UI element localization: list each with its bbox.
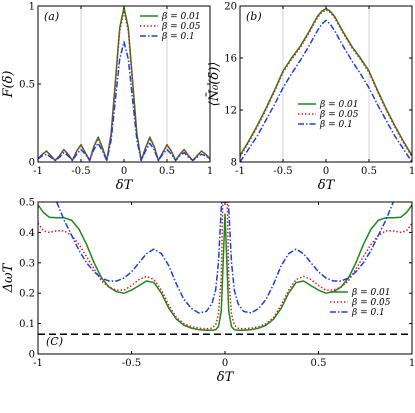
y-tick-label: 16 [224, 54, 237, 65]
y-tick-label: 0.1 [19, 319, 35, 330]
y-tick-label: 0.4 [19, 228, 35, 239]
y-axis-label: ⟨N̄₀(δ)⟩ [206, 62, 222, 107]
legend-label: β = 0.05 [319, 110, 359, 120]
series-line-2 [38, 202, 412, 330]
y-tick-label: 8 [231, 158, 237, 169]
x-tick-label: 0.5 [361, 166, 377, 177]
x-tick-label: -0.5 [273, 166, 292, 177]
x-tick-label: 0.5 [159, 166, 175, 177]
y-tick-label: 12 [224, 106, 237, 117]
panel-tag: (b) [246, 10, 262, 23]
series-group [38, 202, 412, 332]
x-tick-label: 1 [409, 358, 415, 369]
legend: β = 0.01β = 0.05β = 0.1 [140, 12, 201, 42]
x-tick-label: -0.5 [122, 358, 141, 369]
x-tick-label: -1 [33, 358, 43, 369]
series-line-3 [240, 19, 412, 162]
y-axis-label: ΔωT [1, 262, 16, 293]
y-tick-label: 1 [29, 2, 35, 13]
y-tick-label: 0.3 [19, 258, 35, 269]
panel-3: -1 -0.5 0 0.5 1 0 0.1 0.2 0.3 0.4 0.5 δT ΔωT (C) β = 0… [1, 198, 415, 386]
legend-label: β = 0.01 [351, 288, 391, 298]
legend-label: β = 0.1 [161, 32, 195, 42]
y-tick-label: 0 [29, 350, 35, 361]
x-axis-label: δT [318, 178, 336, 193]
panel-1: -1 -0.5 0 0.5 1 0 0.5 1 δT F(δ) (a) β = 0.01β = 0.0… [1, 2, 213, 194]
series-line-2 [38, 9, 210, 162]
axes-frame [239, 5, 413, 163]
series-group [240, 7, 412, 162]
y-tick-label: 20 [224, 2, 237, 13]
legend-label: β = 0.05 [351, 298, 391, 308]
legend: β = 0.01β = 0.05β = 0.1 [330, 288, 391, 318]
x-tick-label: 1 [409, 166, 415, 177]
x-tick-label: -1 [235, 166, 245, 177]
legend-label: β = 0.01 [161, 12, 201, 22]
legend: β = 0.01β = 0.05β = 0.1 [298, 100, 359, 130]
series-line-1 [38, 204, 412, 332]
series-line-3 [38, 41, 210, 162]
x-tick-label: 0.5 [311, 358, 327, 369]
x-tick-label: 0 [121, 166, 127, 177]
legend-label: β = 0.05 [161, 22, 201, 32]
y-axis-label: F(δ) [1, 71, 16, 99]
panel-tag: (C) [46, 335, 63, 348]
series-line-2 [240, 9, 412, 158]
y-tick-label: 0.2 [19, 289, 35, 300]
x-tick-label: 0 [323, 166, 329, 177]
series-line-1 [240, 7, 412, 156]
x-tick-label: -1 [33, 166, 43, 177]
x-axis-label: δT [217, 370, 235, 385]
y-tick-label: 0 [29, 158, 35, 169]
y-tick-label: 0.5 [19, 80, 35, 91]
panel-tag: (a) [44, 10, 59, 23]
legend-label: β = 0.01 [319, 100, 359, 110]
x-tick-label: -0.5 [71, 166, 90, 177]
x-tick-label: 1 [207, 166, 213, 177]
x-axis-label: δT [116, 178, 134, 193]
legend-label: β = 0.1 [351, 308, 385, 318]
series-line-3 [56, 202, 394, 314]
y-tick-label: 0.5 [19, 198, 35, 209]
legend-label: β = 0.1 [319, 120, 353, 130]
x-tick-label: 0 [222, 358, 228, 369]
